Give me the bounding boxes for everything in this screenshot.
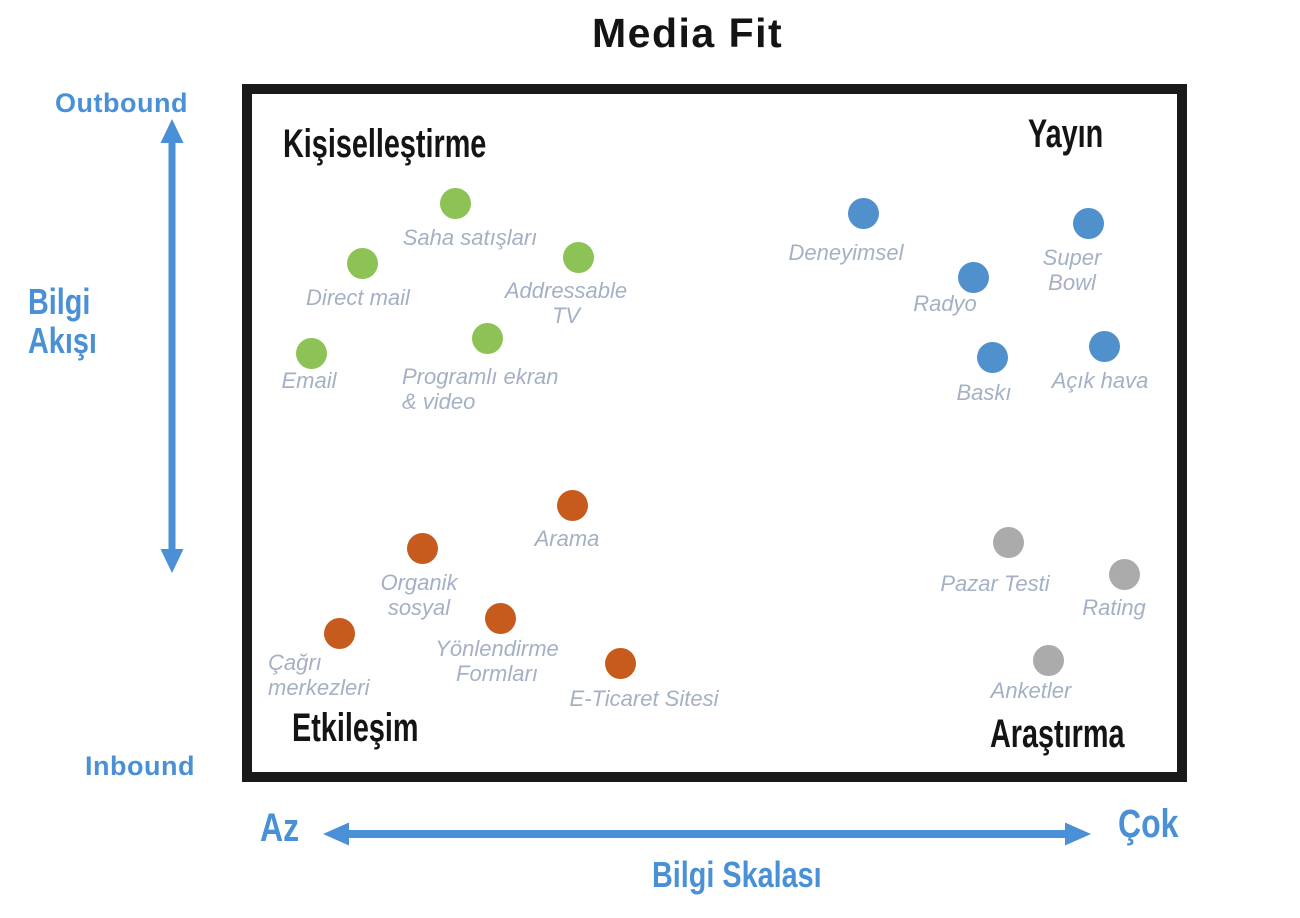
x-axis-arrow-icon <box>323 822 1091 846</box>
y-axis-arrow-icon <box>160 119 184 573</box>
data-point <box>556 489 588 521</box>
data-point <box>957 261 989 293</box>
data-point <box>992 526 1024 558</box>
data-point <box>1108 558 1140 590</box>
data-point-label: Yönlendirme Formları <box>435 636 559 686</box>
quadrant-label-personalization: Kişiselleştirme <box>283 122 487 166</box>
data-point-label: Çağrı merkezleri <box>268 650 370 700</box>
data-point <box>847 197 879 229</box>
x-axis-title: Bilgi Skalası <box>652 854 822 895</box>
data-point-label: Saha satışları <box>402 225 538 250</box>
data-point <box>323 617 355 649</box>
quadrant-label-research: Araştırma <box>990 712 1125 756</box>
data-point <box>295 337 327 369</box>
data-point-label: Email <box>281 368 337 393</box>
y-axis-title: Bilgi Akışı <box>28 282 97 360</box>
data-point <box>346 247 378 279</box>
data-point <box>562 241 594 273</box>
data-point <box>406 532 438 564</box>
data-point <box>484 602 516 634</box>
quadrant-label-interaction: Etkileşim <box>292 706 419 750</box>
data-point-label: Pazar Testi <box>940 571 1050 596</box>
data-point <box>1088 330 1120 362</box>
data-point-label: E-Ticaret Sitesi <box>569 686 719 711</box>
plot-area <box>242 84 1187 782</box>
data-point-label: Rating <box>1082 595 1146 620</box>
data-point-label: Addressable TV <box>504 278 628 328</box>
y-axis-title-line1: Bilgi <box>28 281 91 322</box>
data-point <box>439 187 471 219</box>
chart-title: Media Fit <box>592 10 784 56</box>
data-point-label: Programlı ekran & video <box>402 364 559 414</box>
data-point-label: Baskı <box>956 380 1012 405</box>
y-axis-max-label: Outbound <box>55 88 188 118</box>
data-point <box>976 341 1008 373</box>
data-point-label: Arama <box>534 526 600 551</box>
data-point <box>471 322 503 354</box>
y-axis-min-label: Inbound <box>85 751 195 781</box>
data-point-label: Direct mail <box>306 285 410 310</box>
data-point-label: Organik sosyal <box>380 570 458 620</box>
data-point-label: Deneyimsel <box>788 240 904 265</box>
data-point <box>1072 207 1104 239</box>
data-point-label: Anketler <box>990 678 1072 703</box>
data-point <box>1032 644 1064 676</box>
y-axis-title-line2: Akışı <box>28 320 97 361</box>
data-point-label: Radyo <box>913 291 977 316</box>
data-point-label: Super Bowl <box>1042 245 1102 295</box>
data-point-label: Açık hava <box>1051 368 1149 393</box>
x-axis-max-label: Çok <box>1118 802 1179 846</box>
data-point <box>604 647 636 679</box>
x-axis-min-label: Az <box>260 806 300 850</box>
quadrant-label-broadcast: Yayın <box>1028 112 1104 156</box>
